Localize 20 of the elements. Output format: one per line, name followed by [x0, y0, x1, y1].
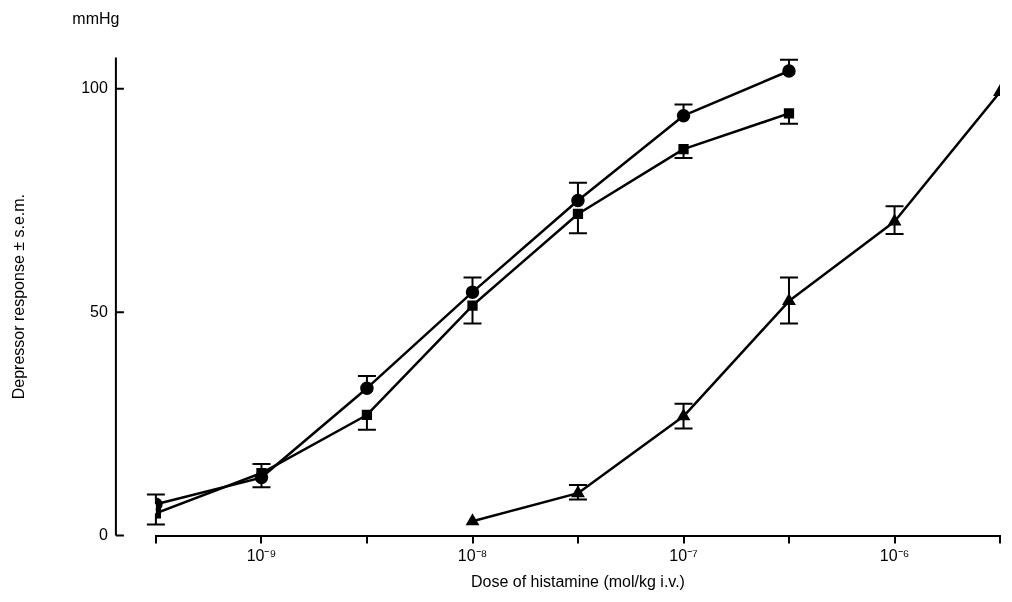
- y-tick-label: 100: [81, 79, 108, 97]
- point: [782, 64, 796, 78]
- point: [465, 285, 480, 299]
- point: [360, 381, 374, 395]
- y-tick-label: 50: [90, 302, 108, 320]
- y-tick-label: 0: [98, 526, 108, 544]
- x-axis-title: Dose of histamine (mol/kg i.v.): [470, 572, 685, 590]
- point: [467, 300, 478, 311]
- x-tick-label: 10⁻⁸: [457, 546, 488, 564]
- text: mmHg: [72, 10, 120, 28]
- point: [572, 208, 584, 220]
- x-tick-label: 10⁻⁶: [879, 546, 910, 564]
- x-tick-label: 10⁻⁹: [246, 546, 277, 564]
- y-axis-title: Depressor response ± s.e.m.: [10, 193, 28, 400]
- point: [571, 193, 585, 208]
- point: [783, 108, 795, 119]
- point: [361, 409, 373, 421]
- point: [676, 108, 691, 123]
- x-tick-label: 10⁻⁷: [669, 546, 699, 564]
- point: [678, 144, 689, 155]
